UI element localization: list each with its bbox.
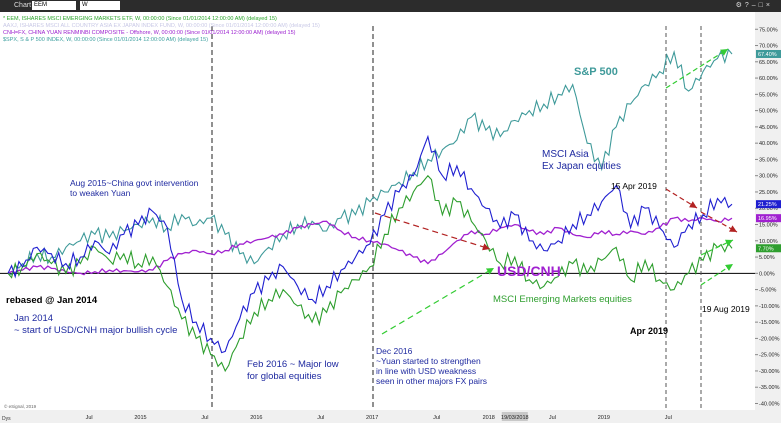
annotation-aug2015-l1: Aug 2015~China govt intervention <box>70 178 199 188</box>
y-tick-label: -35.00% <box>759 385 780 391</box>
y-tick-label: -40.00% <box>759 401 780 407</box>
annotation-feb2016-l2: for global equities <box>247 371 322 382</box>
trend-arrow-green-3 <box>700 263 734 286</box>
last-value-badge <box>756 200 781 209</box>
last-value-badge-label: 7.70% <box>758 246 774 252</box>
y-tick-label: -15.00% <box>759 320 780 326</box>
annotation-dec2016-l1: Dec 2016 <box>376 346 413 356</box>
y-tick-label: 75.00% <box>759 27 778 33</box>
y-tick-label: -20.00% <box>759 336 780 342</box>
x-cursor-date-box <box>501 412 528 421</box>
y-tick-label: 70.00% <box>759 44 778 50</box>
annotation-19aug2019: 19 Aug 2019 <box>702 304 750 314</box>
x-axis: Jul 2015 Jul 2016 Jul 2017 Jul 2018 19/03/2018 Ju… <box>86 412 672 421</box>
last-value-badge-label: 67.40% <box>758 52 777 58</box>
symbol-input[interactable]: EEM <box>32 1 76 10</box>
annotation-msci-em: MSCI Emerging Markets equities <box>493 294 632 305</box>
annotations: Aug 2015~China govt intervention to weak… <box>2 66 750 422</box>
series-lines <box>7 48 733 373</box>
last-value-badge-label: 21.25% <box>758 202 777 208</box>
trend-arrow-red-1 <box>374 212 491 251</box>
trend-arrow-green-2 <box>665 48 729 89</box>
copyright-text: © eSignal, 2019 <box>4 403 37 409</box>
y-tick-label: 35.00% <box>759 157 778 163</box>
legend-entry-aaxj: AAXJ, ISHARES MSCI ALL COUNTRY ASIA EX J… <box>3 23 320 29</box>
y-tick-label: -5.00% <box>759 288 777 294</box>
y-tick-label: 45.00% <box>759 125 778 131</box>
y-tick-label: 60.00% <box>759 76 778 82</box>
y-tick-label: 5.00% <box>759 255 775 261</box>
annotation-usdcnh: USD/CNH <box>497 263 561 279</box>
y-tick-label: 15.00% <box>759 223 778 229</box>
series-line-msci-em <box>7 174 733 373</box>
last-value-badge <box>756 214 781 223</box>
x-tick-label: Jul <box>665 415 672 421</box>
legend-entry-spx: $SPX, S & P 500 INDEX, W, 00:00:00 (Sinc… <box>3 37 208 43</box>
trend-arrow-green-1 <box>381 267 495 335</box>
x-tick-label: 19/03/2018 <box>501 415 529 421</box>
x-tick-label: Jul <box>549 415 556 421</box>
maximize-icon[interactable]: □ <box>758 2 766 9</box>
annotation-dec2016-l2: ~Yuan started to strengthen <box>376 356 481 366</box>
x-tick-label: Jul <box>433 415 440 421</box>
annotation-15apr2019: 15 Apr 2019 <box>611 181 657 191</box>
y-tick-label: 20.00% <box>759 206 778 212</box>
corner-label: Dys <box>2 416 11 422</box>
window-titlebar: Chart EEM W ⚙?–□× <box>0 0 781 12</box>
x-tick-label: Jul <box>86 415 93 421</box>
series-line-usdcnh <box>7 216 733 276</box>
settings-icon[interactable]: ⚙ <box>735 2 745 9</box>
window-title: Chart <box>14 2 32 9</box>
x-tick-label: 2019 <box>598 415 610 421</box>
annotation-jan2014-l2: ~ start of USD/CNH major bullish cycle <box>14 325 177 336</box>
y-tick-label: 50.00% <box>759 109 778 115</box>
series-line-msci-asia <box>7 134 733 354</box>
last-value-badge <box>756 244 781 253</box>
x-tick-label: Jul <box>317 415 324 421</box>
close-icon[interactable]: × <box>765 2 773 9</box>
legend-entry-cnh: CNH=FX, CHINA YUAN RENMINBI COMPOSITE - … <box>3 30 296 36</box>
annotation-dec2016-l4: seen in other majors FX pairs <box>376 376 487 386</box>
annotation-msci-asia-l1: MSCI Asia <box>542 149 589 160</box>
annotation-msci-asia-l2: Ex Japan equities <box>542 161 621 172</box>
last-value-badge <box>756 49 781 58</box>
annotation-feb2016-l1: Feb 2016 ~ Major low <box>247 359 339 370</box>
y-tick-label: -30.00% <box>759 369 780 375</box>
legend: * EEM, ISHARES MSCI EMERGING MARKETS ETF… <box>3 16 320 43</box>
annotation-dec2016-l3: in line with USD weakness <box>376 366 476 376</box>
y-tick-label: -25.00% <box>759 353 780 359</box>
y-tick-label: 25.00% <box>759 190 778 196</box>
x-tick-label: 2018 <box>483 415 495 421</box>
plot-background <box>0 12 755 410</box>
chart-area: 75.00% 70.00% 65.00% 60.00% 55.00% 50.00% 45.0… <box>0 12 781 423</box>
legend-entry-eem: * EEM, ISHARES MSCI EMERGING MARKETS ETF… <box>3 16 277 22</box>
y-tick-label: 40.00% <box>759 141 778 147</box>
interval-input[interactable]: W <box>80 1 120 10</box>
last-value-badges: 67.40% 21.25% 16.95% 7.70% <box>756 49 781 253</box>
trend-arrow-red-2 <box>665 188 698 209</box>
annotation-apr2019: Apr 2019 <box>630 326 668 336</box>
x-tick-label: 2017 <box>366 415 378 421</box>
annotation-jan2014-l1: Jan 2014 <box>14 313 53 324</box>
y-tick-label: 65.00% <box>759 60 778 66</box>
y-axis: 75.00% 70.00% 65.00% 60.00% 55.00% 50.00% 45.0… <box>755 27 780 407</box>
y-tick-label: 55.00% <box>759 92 778 98</box>
annotation-aug2015-l2: to weaken Yuan <box>70 188 131 198</box>
trend-arrow-green-4 <box>700 239 734 256</box>
annotation-sp500: S&P 500 <box>574 66 618 78</box>
minimize-icon[interactable]: – <box>751 2 759 9</box>
y-tick-label: 30.00% <box>759 174 778 180</box>
annotation-rebased: rebased @ Jan 2014 <box>6 295 98 306</box>
x-tick-label: Jul <box>201 415 208 421</box>
trend-arrow-red-3 <box>700 211 738 233</box>
x-tick-label: 2016 <box>250 415 262 421</box>
last-value-badge-label: 16.95% <box>758 216 777 222</box>
y-tick-label: 0.00% <box>759 271 775 277</box>
y-tick-label: 10.00% <box>759 239 778 245</box>
x-tick-label: 2015 <box>134 415 146 421</box>
x-axis-panel <box>0 410 781 423</box>
help-icon[interactable]: ? <box>744 2 752 9</box>
window-toolbar: ⚙?–□× <box>736 0 773 12</box>
y-tick-label: -10.00% <box>759 304 780 310</box>
